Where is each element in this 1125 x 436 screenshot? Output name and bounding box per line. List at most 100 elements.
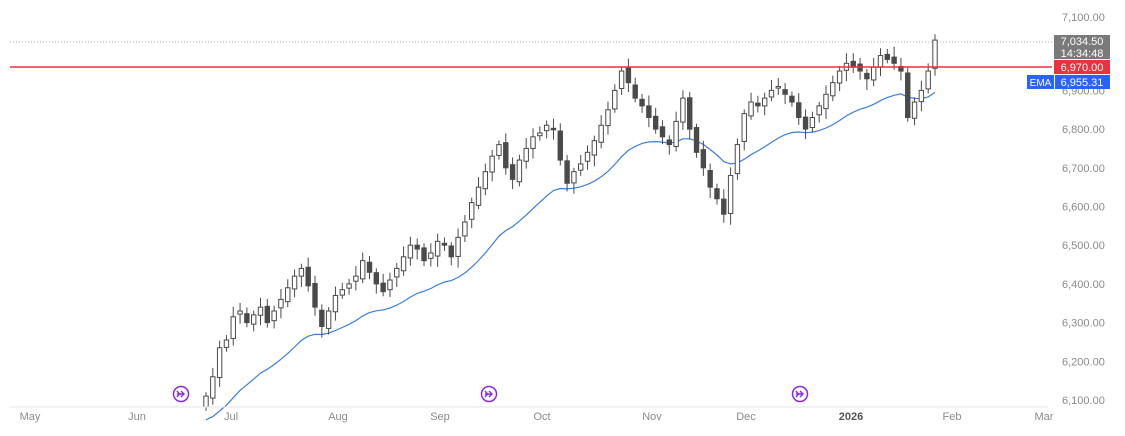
candle xyxy=(905,66,911,122)
candle xyxy=(707,163,713,198)
candle xyxy=(448,242,454,266)
x-axis: May Jun Jul Aug Sep Oct Nov Dec 2026 Feb Mar xyxy=(10,406,1054,423)
event-marker-icon[interactable] xyxy=(172,385,190,403)
y-tick-label: 6,300.00 xyxy=(1062,318,1105,330)
ema-value: 6,955.31 xyxy=(1061,77,1104,89)
candle xyxy=(598,115,604,149)
x-tick-label: Jun xyxy=(128,411,146,423)
candle xyxy=(687,91,693,140)
candle xyxy=(373,268,380,294)
candle xyxy=(332,286,339,321)
candle xyxy=(864,69,870,91)
candle xyxy=(530,128,536,159)
level-tag-box xyxy=(1054,60,1110,74)
candle xyxy=(428,243,434,267)
candle xyxy=(346,278,352,295)
event-marker-icon[interactable] xyxy=(791,385,809,403)
candle xyxy=(503,133,509,175)
candle xyxy=(761,92,768,116)
candle xyxy=(305,257,311,292)
price-tag-time: 14:34:48 xyxy=(1061,48,1104,60)
x-tick-label: Nov xyxy=(642,411,662,423)
candle xyxy=(537,126,543,141)
candle xyxy=(339,282,345,299)
x-tick-label: Aug xyxy=(328,411,348,423)
candle xyxy=(285,279,291,308)
candle xyxy=(646,95,652,128)
candle xyxy=(727,167,734,225)
candle xyxy=(721,189,727,223)
ema-label-box xyxy=(1027,75,1054,89)
x-tick-label: Feb xyxy=(943,411,962,423)
candle xyxy=(312,275,318,316)
candle xyxy=(489,149,495,182)
candle xyxy=(455,228,461,268)
y-tick-label: 7,100.00 xyxy=(1062,12,1105,24)
candle xyxy=(394,263,400,287)
candle xyxy=(298,263,305,287)
candle xyxy=(898,57,904,81)
event-marker-icon[interactable] xyxy=(480,385,498,403)
candle xyxy=(932,34,938,76)
candle xyxy=(557,123,563,166)
candle xyxy=(891,46,897,70)
candle xyxy=(918,80,925,112)
candle xyxy=(748,92,754,120)
y-tick-label: 6,500.00 xyxy=(1062,240,1105,252)
candle xyxy=(407,236,414,266)
x-tick-label: 2026 xyxy=(839,411,863,423)
candle xyxy=(550,118,557,140)
candle xyxy=(509,157,516,190)
candle xyxy=(652,107,659,134)
candle xyxy=(802,109,809,140)
candle xyxy=(605,101,611,135)
candle xyxy=(319,304,325,338)
candle xyxy=(782,83,788,104)
y-tick-label: 6,400.00 xyxy=(1062,279,1105,291)
candle xyxy=(925,63,931,94)
candle xyxy=(857,57,863,80)
candle xyxy=(823,85,829,120)
candle xyxy=(387,272,393,298)
candle xyxy=(884,48,891,64)
candle xyxy=(475,177,482,210)
candle xyxy=(223,334,230,352)
candle xyxy=(421,243,427,267)
y-tick-label: 6,600.00 xyxy=(1062,202,1105,214)
candle xyxy=(612,84,618,113)
candle xyxy=(830,75,836,102)
candle xyxy=(462,215,468,243)
candle xyxy=(700,140,707,176)
candle xyxy=(523,138,529,169)
candle xyxy=(210,367,216,405)
candle xyxy=(271,305,277,329)
candle xyxy=(673,111,679,152)
candle xyxy=(516,154,523,187)
candle xyxy=(632,77,638,103)
candle xyxy=(257,297,264,326)
price-tag-value: 7,034.50 xyxy=(1061,36,1104,48)
x-tick-label: Mar xyxy=(1035,411,1054,423)
candle xyxy=(714,183,720,205)
y-tick-label: 6,800.00 xyxy=(1062,124,1105,136)
candle xyxy=(680,90,686,130)
candle xyxy=(850,53,856,73)
candle xyxy=(264,298,271,328)
candle xyxy=(816,102,822,123)
candle xyxy=(639,93,645,113)
ema-value-box xyxy=(1055,75,1110,89)
candle xyxy=(693,123,700,158)
candle xyxy=(768,79,775,102)
candle xyxy=(400,246,407,276)
candle xyxy=(543,120,550,139)
candle xyxy=(230,306,236,346)
candle xyxy=(244,307,250,328)
candle xyxy=(441,237,448,252)
candle xyxy=(836,66,843,92)
candle xyxy=(809,111,816,133)
candle xyxy=(659,120,666,145)
event-markers[interactable] xyxy=(172,385,809,403)
level-tag-value: 6,970.00 xyxy=(1061,62,1104,74)
candle xyxy=(250,310,257,332)
